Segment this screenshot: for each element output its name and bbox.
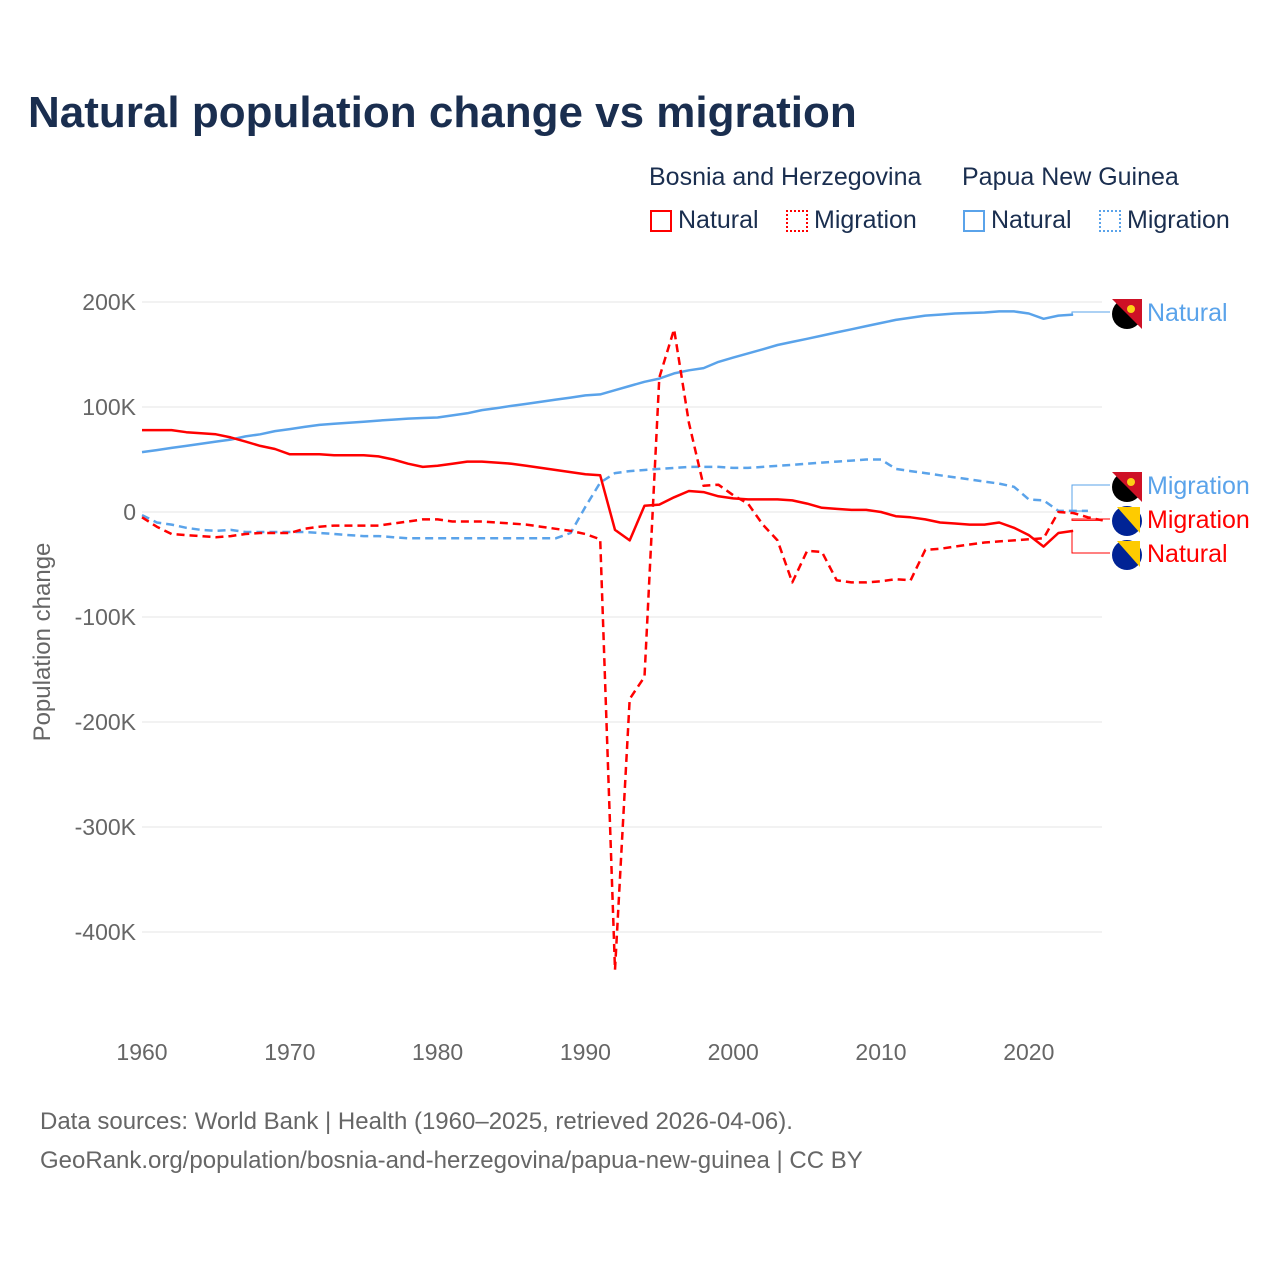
- x-tick-label: 1960: [116, 1039, 167, 1065]
- series-end-label: Migration: [1147, 472, 1250, 500]
- legend-item-png-natural[interactable]: Natural: [963, 206, 1072, 235]
- legend-item-png-migration[interactable]: Migration: [1099, 206, 1230, 235]
- label-connector: [1071, 311, 1110, 316]
- series-end-label: Natural: [1147, 299, 1228, 327]
- series-end-label: Migration: [1147, 506, 1250, 534]
- y-tick-label: 100K: [82, 394, 136, 420]
- series-line-papua-new-guinea-migration: [141, 458, 1088, 540]
- x-tick-label: 2020: [1003, 1039, 1054, 1065]
- legend-label: Migration: [814, 206, 917, 234]
- chart-title: Natural population change vs migration: [28, 88, 857, 137]
- line-chart: 200K 100K 0 -100K -200K -300K -400K 1960 1970 198…: [29, 289, 1250, 1065]
- series-end-label: Natural: [1147, 540, 1228, 568]
- label-connector: [1071, 518, 1110, 521]
- y-tick-label: -400K: [75, 919, 137, 945]
- bih-flag-icon: [1112, 506, 1142, 536]
- label-connector: [1071, 530, 1110, 554]
- x-tick-label: 2010: [855, 1039, 906, 1065]
- x-tick-label: 1990: [560, 1039, 611, 1065]
- legend-item-bih-migration[interactable]: Migration: [786, 206, 917, 235]
- x-tick-label: 1970: [264, 1039, 315, 1065]
- legend-label: Migration: [1127, 206, 1230, 234]
- label-connector: [1071, 484, 1110, 512]
- y-tick-label: 200K: [82, 289, 136, 315]
- legend-label: Natural: [678, 206, 759, 234]
- y-tick-label: -300K: [75, 814, 137, 840]
- png-flag-icon: [1112, 472, 1142, 502]
- series-line-bosnia-and-herzegovina-natural: [142, 428, 1074, 548]
- y-tick-label: 0: [123, 499, 136, 525]
- x-tick-label: 1980: [412, 1039, 463, 1065]
- legend-item-bih-natural[interactable]: Natural: [650, 206, 759, 235]
- x-tick-label: 2000: [708, 1039, 759, 1065]
- solid-swatch-icon: [650, 209, 672, 232]
- png-flag-icon: [1112, 299, 1142, 329]
- legend-group-bosnia: Bosnia and Herzegovina: [649, 163, 922, 191]
- solid-swatch-icon: [963, 209, 985, 232]
- y-tick-label: -100K: [75, 604, 137, 630]
- dotted-swatch-icon: [1099, 209, 1121, 232]
- legend-group-png: Papua New Guinea: [962, 163, 1179, 191]
- series-line-bosnia-and-herzegovina-migration: [141, 328, 1103, 972]
- y-tick-label: -200K: [75, 709, 137, 735]
- series-line-papua-new-guinea-natural: [141, 310, 1074, 454]
- footer-source: Data sources: World Bank | Health (1960–…: [40, 1108, 793, 1135]
- footer-link[interactable]: GeoRank.org/population/bosnia-and-herzeg…: [40, 1147, 863, 1174]
- legend-label: Natural: [991, 206, 1072, 234]
- y-axis-label: Population change: [29, 543, 56, 742]
- dotted-swatch-icon: [786, 209, 808, 232]
- bih-flag-icon: [1112, 540, 1142, 570]
